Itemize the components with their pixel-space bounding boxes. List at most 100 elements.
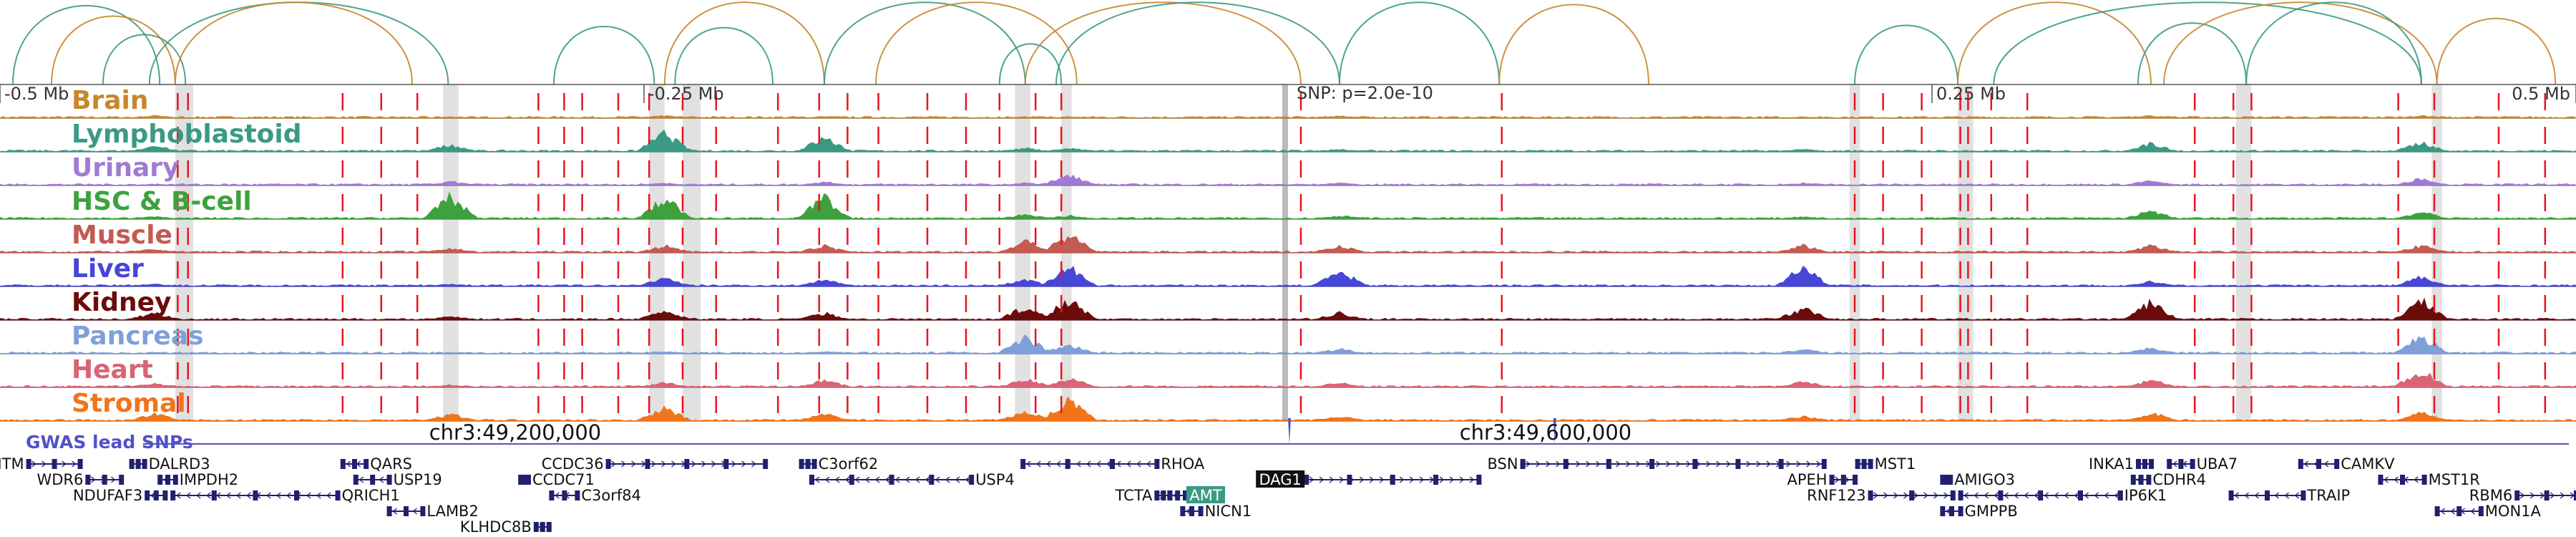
strand-arrow	[621, 460, 626, 468]
strand-arrow	[1359, 476, 1365, 483]
strand-arrow	[2014, 492, 2019, 499]
gene-amigo3: AMIGO3	[1940, 471, 2015, 488]
exon	[809, 475, 814, 485]
track-label-muscle: Muscle	[72, 221, 172, 250]
exon	[1829, 475, 1835, 485]
gene-lamb2: LAMB2	[386, 503, 479, 520]
exon	[2130, 475, 2136, 485]
strand-arrow	[2074, 492, 2079, 499]
loop-arc	[148, 1, 449, 85]
track-heart	[0, 372, 2576, 388]
exon	[1198, 506, 1204, 516]
exon	[2301, 490, 2306, 500]
gene-ndufaf3: NDUFAF3	[73, 487, 168, 504]
gene-c3orf84: C3orf84	[549, 487, 641, 504]
strand-arrow	[1835, 476, 1840, 483]
gene-label: MST1R	[2429, 471, 2480, 488]
strand-arrow	[42, 460, 47, 468]
track-signal	[0, 297, 2576, 321]
track-kidney	[0, 297, 2576, 321]
strand-arrow	[1806, 460, 1811, 468]
strand-arrow	[751, 460, 756, 468]
exon	[52, 459, 57, 469]
strand-arrow	[1106, 460, 1111, 468]
track-lymphoblastoid	[0, 129, 2576, 153]
exon	[386, 506, 392, 516]
exon	[420, 506, 426, 516]
gene-label: AMIGO3	[1954, 471, 2015, 488]
gene-label: C3orf62	[819, 455, 879, 473]
gene-inka1: INKA1	[2089, 455, 2154, 473]
track-signal	[0, 191, 2576, 220]
track-liver	[0, 266, 2576, 287]
exon	[1958, 506, 1963, 516]
strand-arrow	[2034, 492, 2039, 499]
strand-arrow	[1984, 492, 1989, 499]
exon	[2421, 475, 2427, 485]
strand-arrow	[286, 492, 291, 499]
exon	[211, 490, 217, 500]
exon	[129, 459, 135, 469]
strand-arrow	[1923, 492, 1928, 499]
strand-arrow	[2104, 492, 2109, 499]
strand-arrow	[176, 492, 181, 499]
exon	[1940, 506, 1946, 516]
track-label-stromal: Stromal	[72, 389, 186, 418]
scale-label: -0.25 Mb	[648, 84, 724, 104]
exon	[1861, 459, 1867, 469]
exon	[2457, 506, 2462, 516]
exon	[2136, 459, 2141, 469]
strand-arrow	[1746, 460, 1751, 468]
track-label-urinary: Urinary	[72, 153, 179, 183]
loop-arc	[553, 26, 655, 85]
gene-label: DAG1	[1259, 471, 1301, 488]
strand-arrow	[2294, 492, 2300, 499]
strand-arrow	[1459, 476, 1465, 483]
gene-label: IP6K1	[2124, 487, 2167, 504]
strand-arrow	[1556, 460, 1561, 468]
exon	[2334, 459, 2340, 469]
exon	[2138, 475, 2144, 485]
strand-arrow	[2024, 492, 2029, 499]
strand-arrow	[1339, 476, 1345, 483]
exon	[1167, 490, 1173, 500]
exon	[2190, 459, 2195, 469]
loop-arc	[174, 1, 413, 85]
exon	[370, 475, 376, 485]
coordinate-label: chr3:49,200,000	[429, 420, 602, 445]
signal-tracks	[0, 84, 2576, 422]
exon	[575, 490, 580, 500]
exon	[2149, 459, 2154, 469]
gene-camkv: CAMKV	[2298, 455, 2395, 473]
gene-highlight-box	[1186, 486, 1225, 503]
gene-rbm6: RBM6	[2469, 487, 2576, 504]
strand-arrow	[874, 476, 880, 483]
strand-arrow	[1309, 476, 1314, 483]
gene-c3orf62: C3orf62	[799, 455, 879, 473]
loop-arc	[824, 1, 1026, 85]
loop-arc	[663, 1, 825, 85]
exon	[335, 490, 341, 500]
exon	[805, 459, 811, 469]
exon	[645, 459, 650, 469]
exon	[1161, 490, 1166, 500]
strand-arrow	[1449, 476, 1455, 483]
gene-mon1a: MON1A	[2434, 503, 2542, 520]
strand-arrow	[2440, 508, 2446, 515]
exon	[684, 459, 690, 469]
strand-arrow	[965, 476, 970, 483]
strand-arrow	[1186, 508, 1191, 515]
exon	[1180, 506, 1186, 516]
strand-arrow	[2284, 492, 2290, 499]
strand-arrow	[2244, 492, 2250, 499]
gene-traip: TRAIP	[2228, 487, 2350, 504]
strand-arrow	[1136, 460, 1141, 468]
strand-arrow	[1116, 460, 1121, 468]
strand-arrow	[834, 476, 840, 483]
strand-arrow	[379, 476, 384, 483]
exon	[1958, 490, 1963, 500]
strand-arrow	[1903, 492, 1908, 499]
gene-label: DALRD3	[149, 455, 210, 473]
gene-label: APEH	[1787, 471, 1828, 488]
strand-arrow	[661, 460, 666, 468]
